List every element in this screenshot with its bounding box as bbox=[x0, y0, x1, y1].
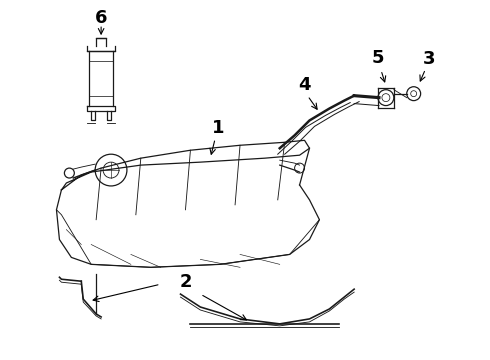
Text: 3: 3 bbox=[422, 50, 435, 68]
Text: 6: 6 bbox=[95, 9, 107, 27]
Text: 2: 2 bbox=[179, 273, 192, 291]
Text: 4: 4 bbox=[298, 76, 311, 94]
Text: 1: 1 bbox=[212, 120, 224, 138]
Text: 5: 5 bbox=[372, 49, 384, 67]
